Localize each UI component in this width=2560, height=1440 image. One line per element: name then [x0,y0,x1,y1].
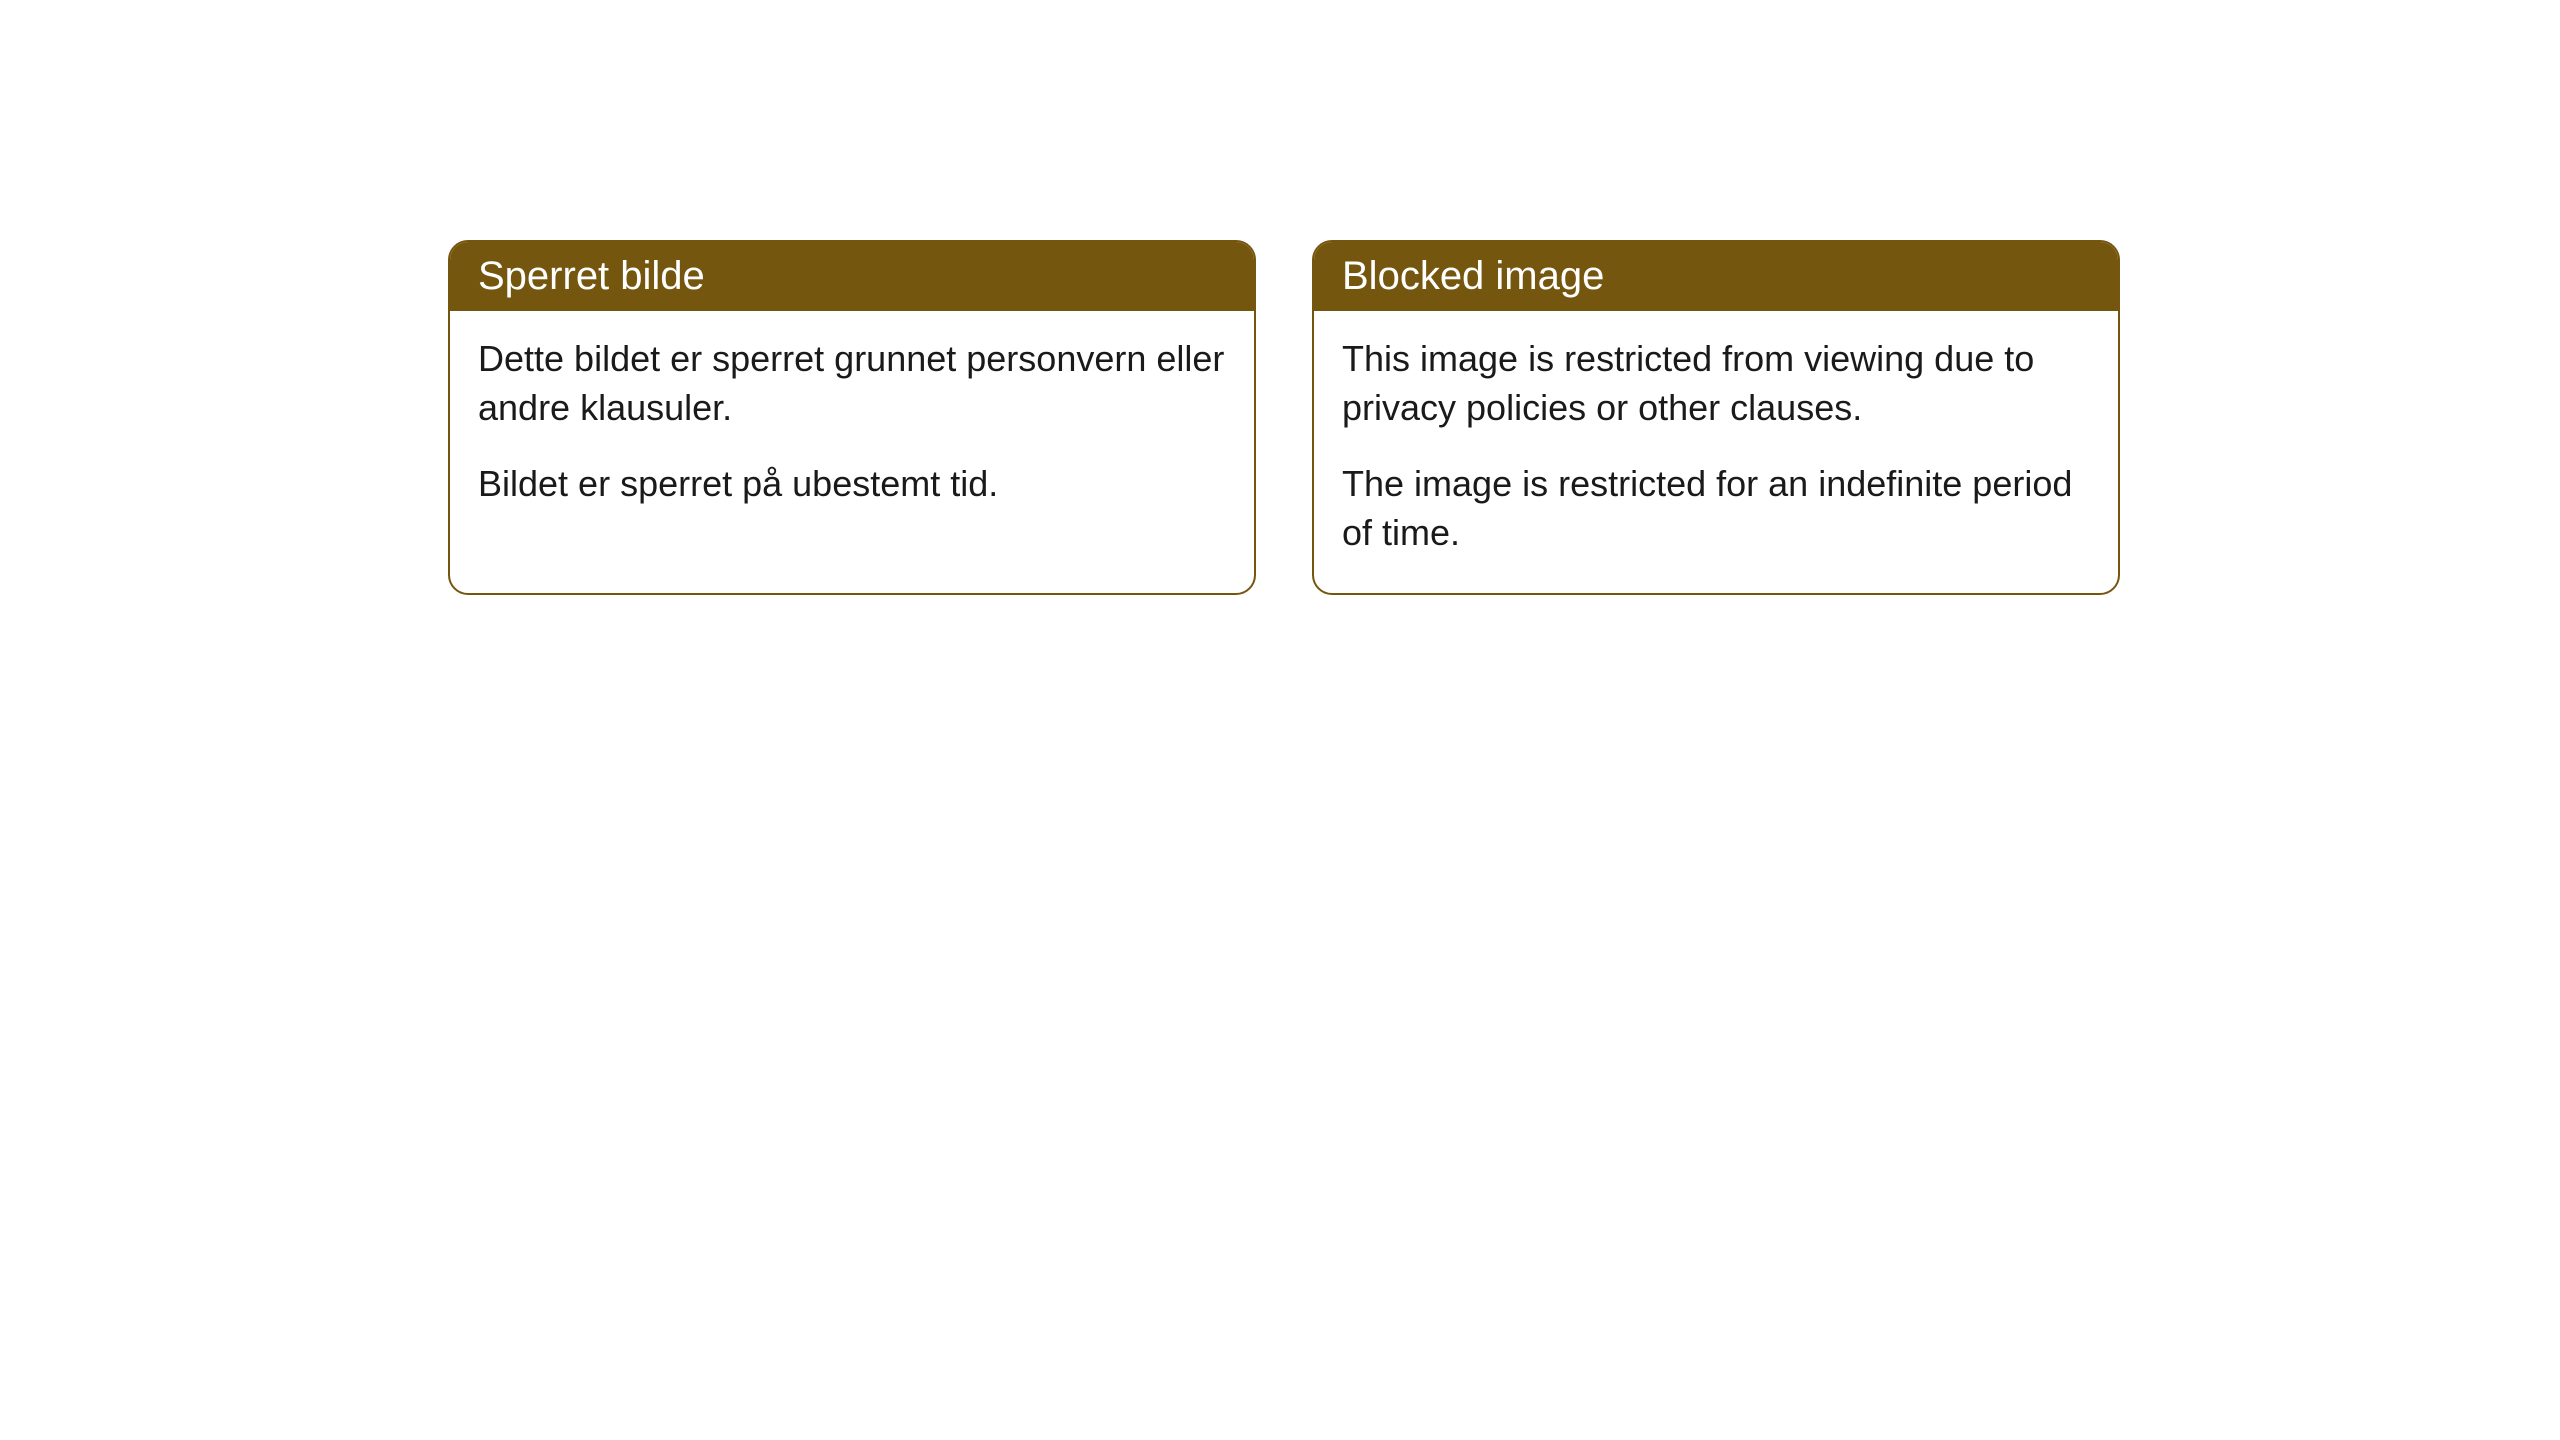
card-paragraph-1: Dette bildet er sperret grunnet personve… [478,335,1226,432]
card-paragraph-1: This image is restricted from viewing du… [1342,335,2090,432]
card-paragraph-2: Bildet er sperret på ubestemt tid. [478,460,1226,509]
card-title: Blocked image [1342,254,1604,298]
card-norwegian: Sperret bilde Dette bildet er sperret gr… [448,240,1256,595]
card-body-norwegian: Dette bildet er sperret grunnet personve… [450,311,1254,545]
card-english: Blocked image This image is restricted f… [1312,240,2120,595]
card-body-english: This image is restricted from viewing du… [1314,311,2118,593]
card-paragraph-2: The image is restricted for an indefinit… [1342,460,2090,557]
card-title: Sperret bilde [478,254,705,298]
card-header-norwegian: Sperret bilde [450,242,1254,311]
cards-container: Sperret bilde Dette bildet er sperret gr… [448,240,2560,595]
card-header-english: Blocked image [1314,242,2118,311]
